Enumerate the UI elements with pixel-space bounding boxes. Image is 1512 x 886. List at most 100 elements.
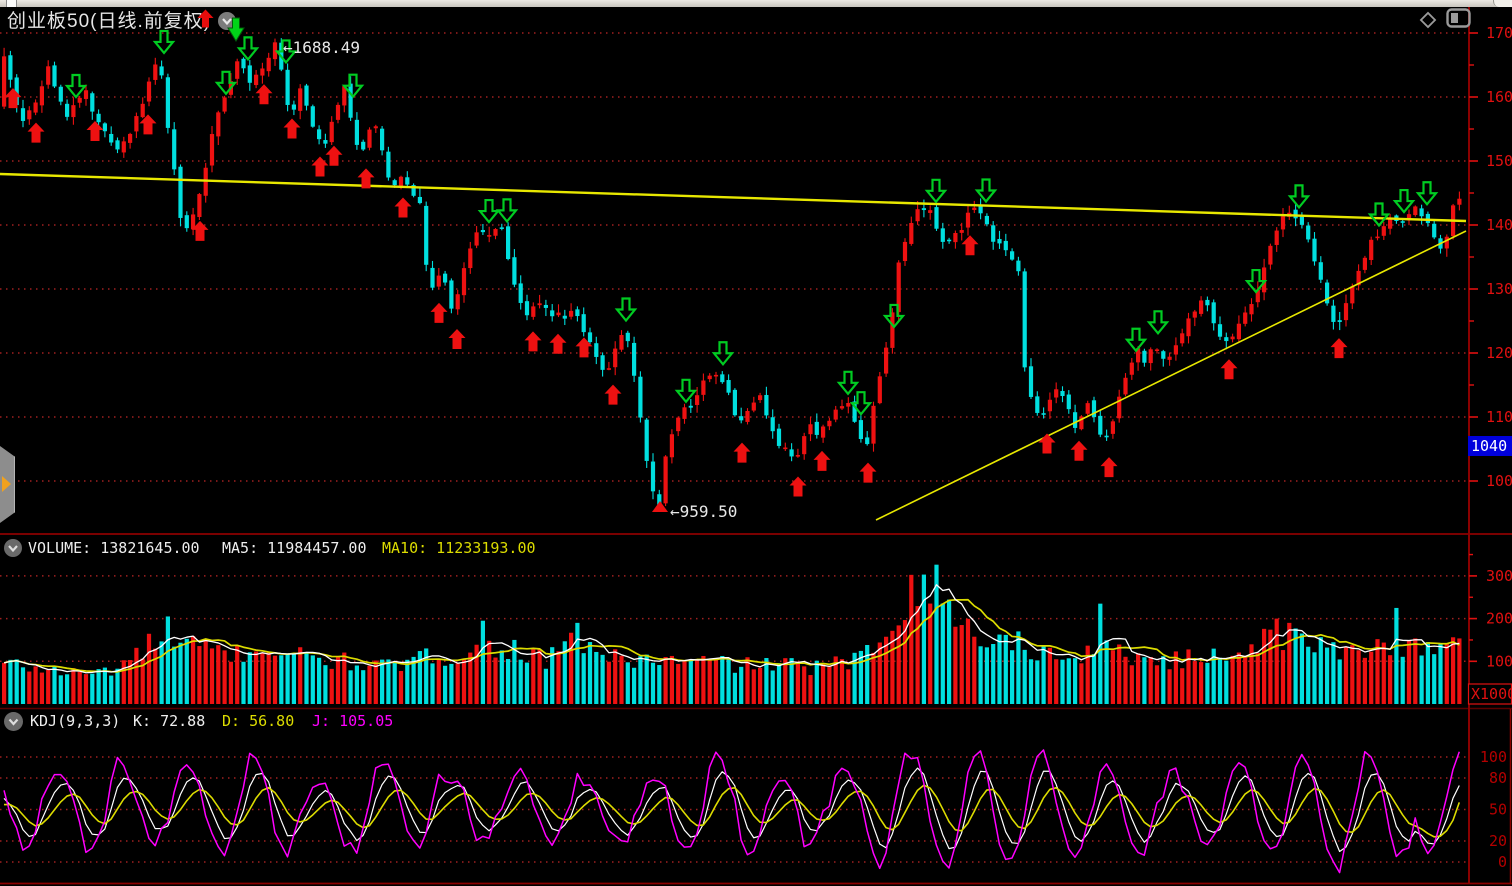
sell-signal-arrow bbox=[236, 36, 260, 62]
buy-signal-arrow bbox=[1330, 338, 1348, 359]
sell-signal-arrow bbox=[1392, 188, 1416, 214]
sell-signal-arrow bbox=[924, 178, 948, 204]
buy-signal-arrow bbox=[549, 333, 567, 354]
buy-signal-arrow bbox=[1038, 433, 1056, 454]
volume-ma5-label: MA5: 11984457.00 bbox=[222, 539, 367, 557]
pane-separators bbox=[0, 7, 1512, 885]
svg-text:1100: 1100 bbox=[1486, 408, 1512, 426]
buy-signal-arrow bbox=[1220, 359, 1238, 380]
volume-ma-lines bbox=[3, 584, 1460, 674]
sell-signal-arrow bbox=[1146, 310, 1170, 336]
sell-signal-arrow bbox=[341, 73, 365, 99]
buy-signal-arrow bbox=[789, 476, 807, 497]
sell-signal-arrow bbox=[274, 39, 298, 65]
svg-text:1000: 1000 bbox=[1486, 652, 1512, 670]
top-strip-scroll-thumb[interactable] bbox=[1493, 0, 1512, 7]
sell-signal-arrow bbox=[1124, 327, 1148, 353]
last-price-marker: 1040 bbox=[1468, 436, 1512, 456]
kdj-grid bbox=[0, 756, 1466, 863]
high-annotation: ←1688.49 bbox=[283, 38, 360, 57]
top-strip-notch bbox=[6, 0, 17, 7]
kdj-axis: 0 20 50 80 100 bbox=[1480, 748, 1507, 871]
trendlines bbox=[0, 172, 1467, 521]
buy-signal-arrow bbox=[1070, 440, 1088, 461]
sell-signal-arrow bbox=[882, 303, 906, 329]
buy-signal-arrow bbox=[357, 168, 375, 189]
kdj-params-label: KDJ(9,3,3) bbox=[30, 712, 121, 730]
buy-signal-arrow bbox=[191, 220, 209, 241]
kdj-k-label: K: 72.88 bbox=[133, 712, 206, 730]
buy-signal-arrow bbox=[27, 122, 45, 143]
ascending-support bbox=[875, 230, 1467, 521]
buy-signal-arrow bbox=[139, 114, 157, 135]
svg-text:50: 50 bbox=[1489, 801, 1507, 819]
main-chart-header: 创业板50(日线.前复权) bbox=[0, 6, 1512, 42]
symbol-title: 创业板50(日线.前复权) bbox=[7, 11, 212, 32]
kdj-lines bbox=[3, 749, 1461, 874]
sell-signal-arrow bbox=[711, 341, 735, 367]
price-axis: 1000 1100 1200 1300 1400 1500 1600 1700 bbox=[1469, 24, 1512, 490]
buy-signal-arrow bbox=[86, 121, 104, 141]
buy-signal-arrow bbox=[961, 235, 979, 256]
buy-signal-arrow bbox=[859, 462, 877, 483]
svg-text:100: 100 bbox=[1480, 748, 1507, 766]
kdj-pane-header: KDJ(9,3,3) K: 72.88 D: 56.80 J: 105.05 bbox=[0, 710, 1512, 734]
sell-signal-arrow bbox=[614, 297, 638, 323]
sell-signal-arrow bbox=[836, 370, 860, 396]
sidebar-drawer-handle[interactable] bbox=[0, 446, 15, 523]
green-down-arrow-icon bbox=[227, 17, 245, 42]
sell-signal-arrow bbox=[849, 391, 873, 416]
collapse-volume-pane-icon[interactable] bbox=[3, 538, 23, 558]
svg-text:1200: 1200 bbox=[1486, 344, 1512, 362]
svg-text:2000: 2000 bbox=[1486, 610, 1512, 628]
buy-signal-arrow bbox=[448, 329, 466, 349]
svg-text:1400: 1400 bbox=[1486, 216, 1512, 234]
sell-signal-arrow bbox=[1415, 181, 1439, 207]
buy-signal-arrow bbox=[733, 442, 751, 463]
low-annotation: ←959.50 bbox=[670, 502, 737, 521]
sell-signal-arrow bbox=[1367, 202, 1391, 228]
diamond-icon[interactable] bbox=[1418, 10, 1438, 30]
svg-text:20: 20 bbox=[1489, 832, 1507, 850]
svg-text:80: 80 bbox=[1489, 769, 1507, 787]
sell-signal-arrow bbox=[477, 198, 501, 224]
kdj-d-label: D: 56.80 bbox=[222, 712, 295, 730]
descending-resistance bbox=[0, 172, 1467, 223]
collapse-kdj-pane-icon[interactable] bbox=[3, 711, 24, 732]
svg-text:1600: 1600 bbox=[1486, 88, 1512, 106]
buy-signal-arrow bbox=[325, 145, 343, 166]
low-marker-triangle bbox=[652, 501, 668, 512]
volume-pane-header: VOLUME: 13821645.00 MA5: 11984457.00 MA1… bbox=[0, 537, 1512, 561]
sell-signal-arrow bbox=[64, 73, 88, 99]
volume-ma10-label: MA10: 11233193.00 bbox=[382, 539, 536, 557]
sell-signal-arrow bbox=[152, 29, 176, 55]
svg-text:1000: 1000 bbox=[1486, 472, 1512, 490]
collapse-main-pane-icon[interactable] bbox=[217, 11, 237, 31]
buy-signal-arrow bbox=[311, 156, 329, 177]
sell-signal-arrow bbox=[674, 378, 698, 404]
window-top-strip bbox=[0, 0, 1512, 7]
buy-signal-arrow bbox=[283, 118, 301, 139]
split-panel-icon[interactable] bbox=[1446, 8, 1472, 29]
buy-signal-arrow bbox=[1100, 457, 1118, 478]
signal-arrows bbox=[4, 29, 1439, 497]
buy-signal-arrow bbox=[813, 450, 831, 471]
buy-signal-arrow bbox=[394, 197, 412, 218]
svg-text:1500: 1500 bbox=[1486, 152, 1512, 170]
svg-text:3000: 3000 bbox=[1486, 567, 1512, 585]
buy-signal-arrow bbox=[430, 302, 448, 323]
sell-signal-arrow bbox=[495, 198, 519, 224]
sell-signal-arrow bbox=[214, 70, 238, 96]
volume-bars bbox=[2, 564, 1462, 704]
expand-right-icon bbox=[2, 476, 11, 492]
sell-signal-arrow bbox=[1244, 268, 1268, 294]
red-up-arrow-icon bbox=[197, 9, 214, 28]
j-line bbox=[3, 749, 1461, 874]
sell-signal-arrow bbox=[1287, 184, 1311, 210]
buy-signal-arrow bbox=[575, 337, 593, 358]
svg-text:1300: 1300 bbox=[1486, 280, 1512, 298]
svg-text:1700: 1700 bbox=[1486, 24, 1512, 42]
